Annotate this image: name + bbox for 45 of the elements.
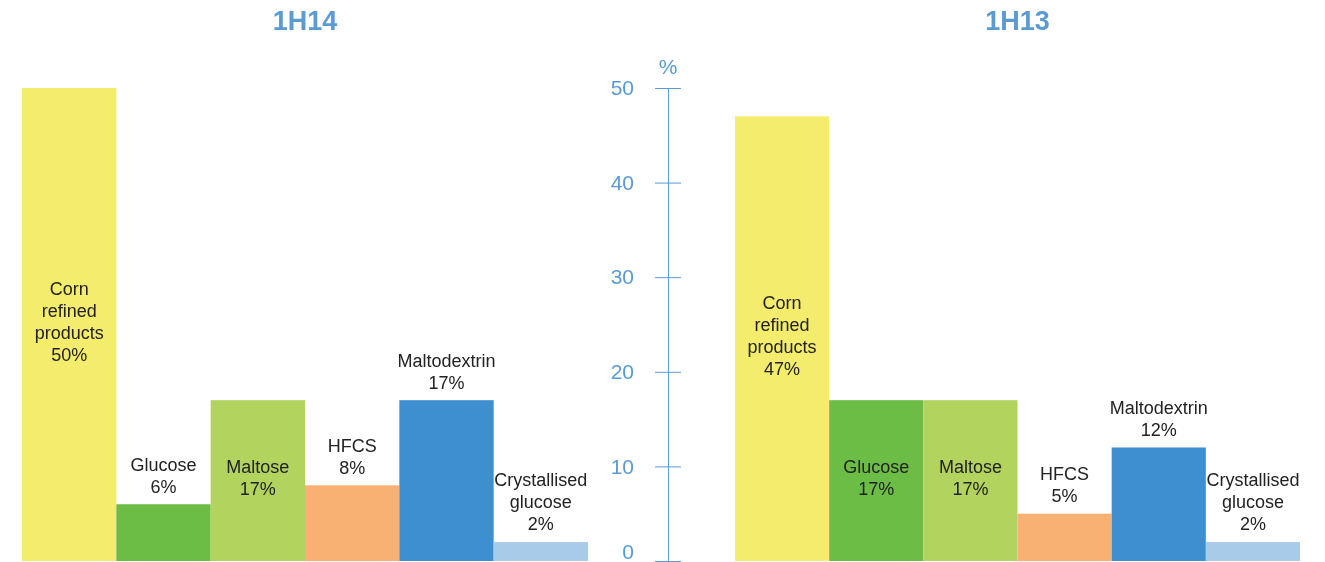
bar: [1017, 513, 1112, 561]
data-label: 17%: [428, 372, 465, 393]
x-tick-label: Crystallised glucose: [1206, 470, 1300, 513]
bar: [1205, 542, 1300, 561]
data-label: 5%: [1051, 486, 1078, 507]
x-tick-label: Maltodextrin: [1109, 397, 1208, 418]
data-label: 17%: [239, 478, 276, 499]
x-tick-label: Maltodextrin: [397, 350, 496, 371]
x-tick-label: HFCS: [1040, 464, 1090, 485]
chart-title: 1H13: [985, 6, 1050, 36]
chart-title: 1H14: [272, 6, 338, 36]
y-tick-label: 30: [610, 265, 634, 289]
x-tick-label: Glucose: [843, 456, 910, 477]
bar: [735, 116, 830, 561]
bar: [493, 542, 588, 561]
bar: [1111, 447, 1206, 561]
data-label: 2%: [527, 514, 554, 535]
x-tick-label: Maltose: [226, 456, 290, 477]
y-tick-label: 50: [610, 76, 634, 100]
y-tick-label: 40: [610, 170, 634, 194]
y-axis-title: %: [658, 55, 678, 78]
data-label: 2%: [1239, 514, 1266, 535]
data-label: 50%: [51, 344, 88, 365]
y-tick-label: 0: [622, 540, 634, 562]
x-tick-label: Corn refined products: [34, 278, 104, 343]
data-label: 17%: [858, 478, 895, 499]
bar: [923, 400, 1018, 561]
data-label: 8%: [339, 457, 366, 478]
bar: [210, 400, 305, 561]
x-tick-label: HFCS: [327, 435, 377, 456]
bar: [829, 400, 924, 561]
x-tick-label: Glucose: [130, 454, 197, 475]
y-tick-label: 20: [610, 360, 634, 384]
y-tick-label: 10: [610, 454, 634, 478]
data-label: 6%: [150, 476, 177, 497]
bar: [116, 504, 211, 561]
bar: [305, 485, 400, 561]
data-label: 47%: [764, 359, 801, 380]
data-label: 17%: [952, 478, 989, 499]
bar: [399, 400, 494, 561]
x-tick-label: Maltose: [938, 456, 1002, 477]
x-tick-label: Corn refined products: [747, 293, 817, 358]
bar: [22, 88, 117, 561]
data-label: 12%: [1140, 419, 1177, 440]
x-tick-label: Crystallised glucose: [494, 470, 588, 513]
